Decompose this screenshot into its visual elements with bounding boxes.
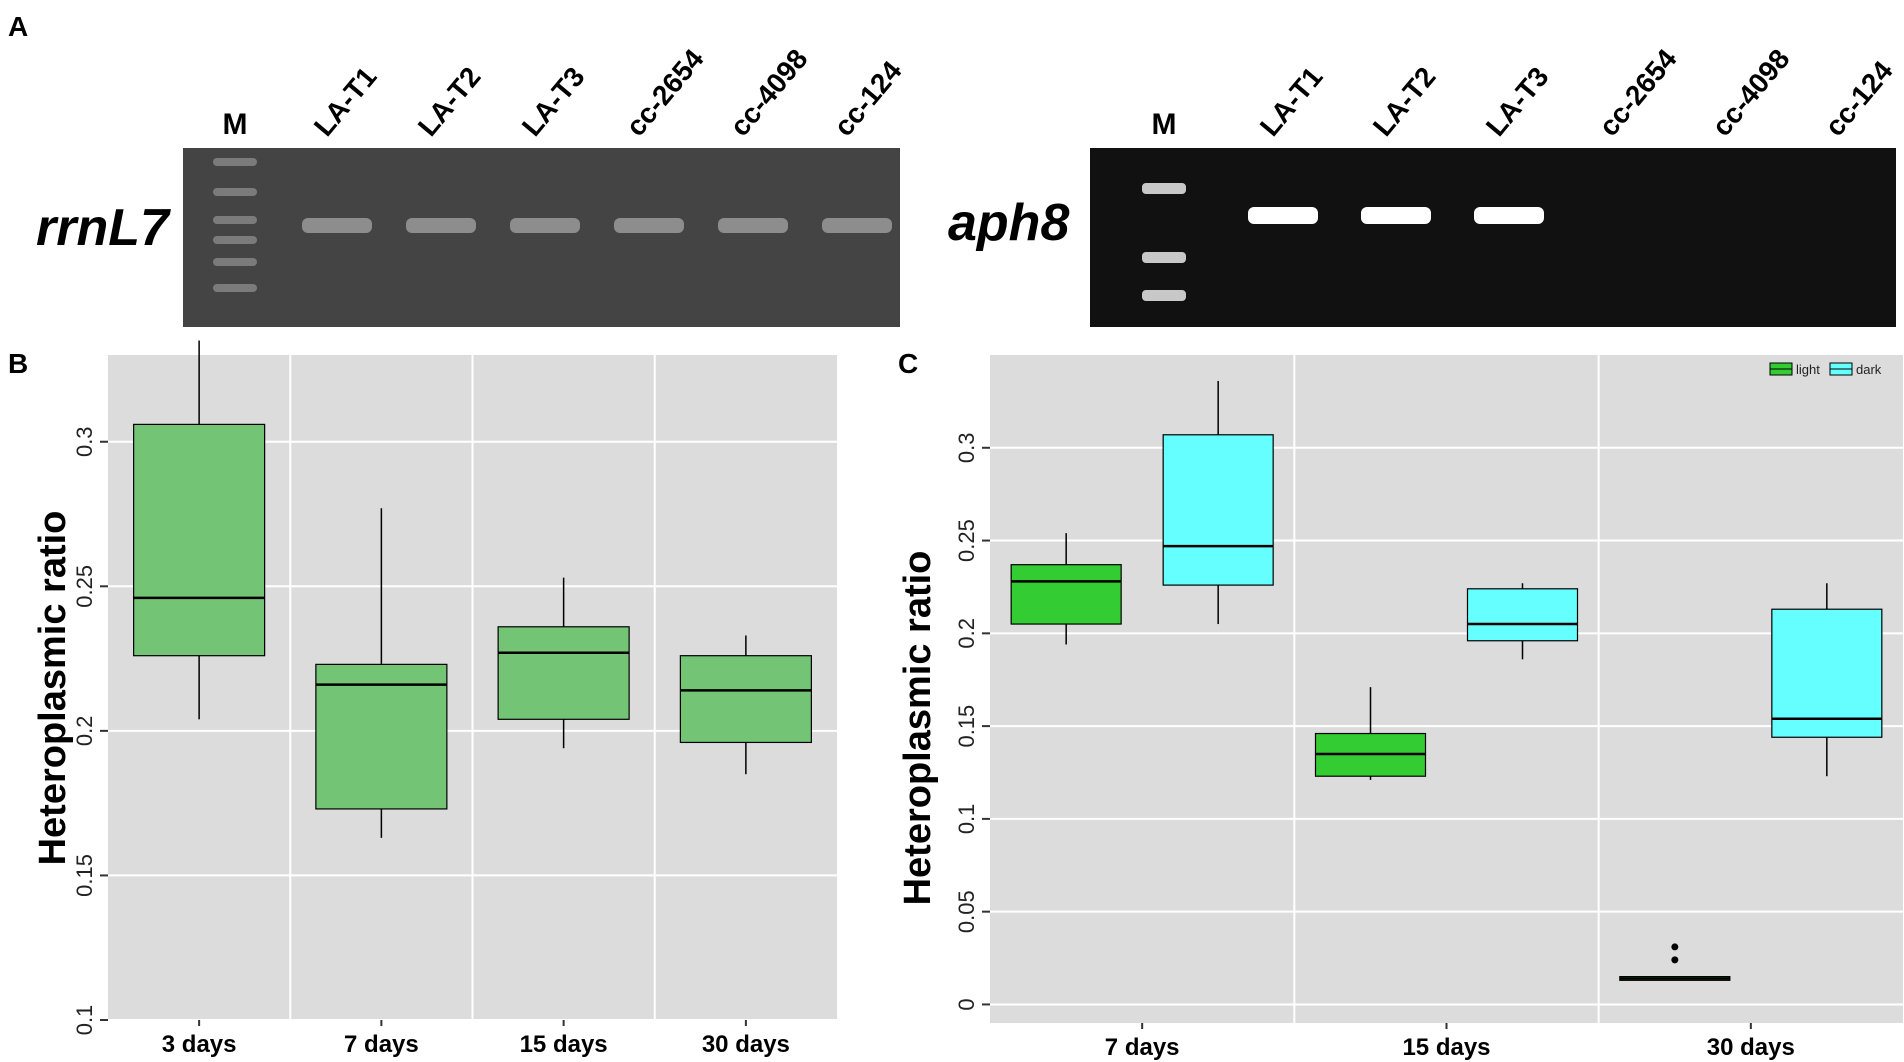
gel-band (302, 218, 372, 233)
lane-label: cc-124 (828, 55, 908, 142)
ladder-band (1142, 183, 1186, 194)
panel-b-letter: B (8, 348, 28, 379)
ladder-label: M (1152, 108, 1177, 141)
y-tick-label: 0.2 (954, 618, 979, 649)
gel-band (1474, 207, 1544, 224)
gel-band (822, 218, 892, 233)
x-tick-label: 30 days (1707, 1034, 1795, 1061)
y-tick-label: 0.25 (954, 519, 979, 562)
y-tick-label: 0 (954, 998, 979, 1010)
box (1010, 564, 1122, 625)
gel-band (1248, 207, 1318, 224)
gel-band (614, 218, 684, 233)
lane-label: cc-124 (1819, 55, 1899, 142)
box (315, 663, 448, 810)
outlier-point (1671, 956, 1679, 964)
y-tick-label: 0.05 (954, 890, 979, 933)
gel-aph8: aph8 M LA-T1 LA-T2 LA-T3 cc-2654 cc-4098 cc-1… (948, 43, 1899, 327)
ladder-band (213, 188, 257, 196)
lane-label: LA-T3 (1480, 61, 1555, 142)
ladder-band (213, 284, 257, 292)
lane-label: LA-T3 (516, 61, 591, 142)
panel-c-letter: C (898, 348, 918, 379)
ladder-band (1142, 252, 1186, 263)
gel-band (1361, 207, 1431, 224)
ladder-band (213, 236, 257, 244)
gel-band (718, 218, 788, 233)
gel-image (183, 148, 900, 327)
gel-image (1090, 148, 1896, 327)
x-tick-label: 3 days (162, 1031, 237, 1058)
outlier-point (1671, 943, 1679, 951)
lane-label: cc-4098 (1706, 43, 1796, 142)
lane-label: cc-2654 (620, 43, 710, 142)
box (133, 423, 266, 657)
y-tick-label: 0.3 (954, 432, 979, 463)
chart-c: 0 0.05 0.1 0.15 0.2 0.25 0.3 7 days 15 days 30 d… (897, 355, 1903, 1061)
y-tick-label: 0.2 (72, 716, 97, 747)
lane-label: LA-T1 (308, 61, 383, 142)
plot-area (990, 355, 1903, 1023)
panel-a-letter: A (8, 11, 28, 42)
y-axis-label: Heteroplasmic ratio (32, 511, 74, 866)
box (1466, 588, 1579, 642)
gel-band (510, 218, 580, 233)
gel-gene-label: aph8 (948, 194, 1069, 252)
y-tick-label: 0.25 (72, 565, 97, 608)
box (497, 626, 630, 720)
y-tick-label: 0.15 (72, 854, 97, 897)
y-tick-label: 0.1 (954, 804, 979, 835)
gel-band (406, 218, 476, 233)
y-tick-label: 0.3 (72, 426, 97, 457)
gel-gene-label: rrnL7 (36, 199, 171, 257)
legend-label: dark (1856, 362, 1882, 377)
legend-label: light (1796, 362, 1820, 377)
ladder-label: M (223, 108, 248, 141)
ladder-band (213, 216, 257, 224)
y-tick-label: 0.1 (72, 1005, 97, 1036)
lane-label: cc-4098 (724, 43, 814, 142)
x-tick-label: 7 days (1105, 1034, 1180, 1061)
box (679, 655, 812, 744)
ladder-band (213, 158, 257, 166)
box (1771, 608, 1883, 738)
y-axis-label: Heteroplasmic ratio (897, 551, 939, 906)
box (1162, 434, 1274, 586)
lane-label: cc-2654 (1593, 43, 1683, 142)
legend: light dark (1769, 362, 1882, 377)
x-tick-label: 30 days (702, 1031, 790, 1058)
lane-label: LA-T2 (1367, 61, 1442, 142)
lane-label: LA-T1 (1254, 61, 1329, 142)
x-tick-label: 7 days (344, 1031, 419, 1058)
y-tick-label: 0.15 (954, 705, 979, 748)
x-tick-label: 15 days (520, 1031, 608, 1058)
ladder-band (213, 258, 257, 266)
chart-b: 0.1 0.15 0.2 0.25 0.3 3 days 7 days 15 days 30 … (32, 340, 837, 1058)
x-tick-label: 15 days (1402, 1034, 1490, 1061)
gel-rrnl7: rrnL7 M LA-T1 LA-T2 LA-T3 cc-2654 cc-4098 cc-… (36, 43, 908, 327)
lane-label: LA-T2 (412, 61, 487, 142)
ladder-band (1142, 290, 1186, 301)
